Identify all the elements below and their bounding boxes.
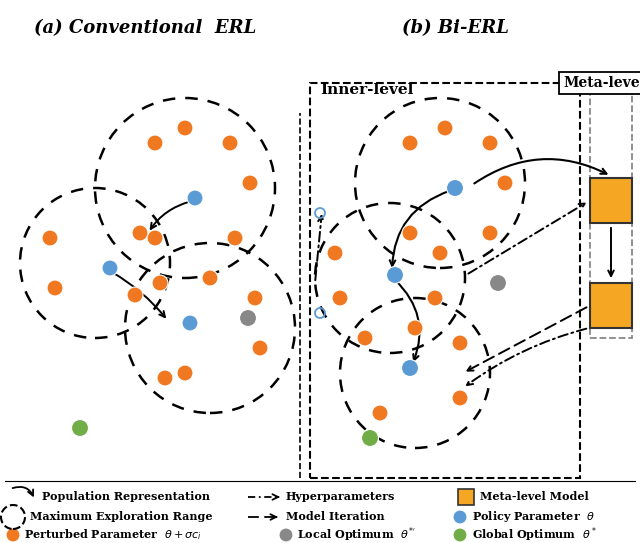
- Circle shape: [453, 510, 467, 524]
- Circle shape: [482, 225, 498, 241]
- Circle shape: [401, 359, 419, 376]
- Text: Local Optimum  $\theta^{*'}$: Local Optimum $\theta^{*'}$: [297, 526, 415, 543]
- Circle shape: [447, 180, 463, 197]
- Circle shape: [332, 290, 348, 306]
- Circle shape: [452, 390, 468, 406]
- Circle shape: [157, 370, 173, 386]
- Circle shape: [47, 280, 63, 296]
- Circle shape: [177, 365, 193, 381]
- Text: (a) Conventional  ERL: (a) Conventional ERL: [34, 19, 256, 37]
- Text: Global Optimum  $\theta^*$: Global Optimum $\theta^*$: [472, 526, 597, 543]
- Circle shape: [452, 335, 468, 351]
- Text: Model Iteration: Model Iteration: [286, 512, 385, 522]
- Text: Meta-level: Meta-level: [563, 76, 640, 90]
- Circle shape: [327, 245, 343, 261]
- Circle shape: [362, 430, 378, 446]
- Text: Hyperparameters: Hyperparameters: [286, 491, 396, 502]
- Circle shape: [127, 287, 143, 303]
- Text: Maximum Exploration Range: Maximum Exploration Range: [30, 512, 212, 522]
- Circle shape: [102, 260, 118, 276]
- Circle shape: [432, 245, 448, 261]
- Text: (b) Bi-ERL: (b) Bi-ERL: [401, 19, 508, 37]
- Circle shape: [453, 528, 467, 542]
- Text: Policy Parameter  $\theta$: Policy Parameter $\theta$: [472, 509, 595, 525]
- Circle shape: [147, 135, 163, 151]
- Circle shape: [42, 230, 58, 246]
- Circle shape: [132, 225, 148, 241]
- Circle shape: [152, 275, 168, 291]
- Circle shape: [6, 528, 20, 542]
- Circle shape: [252, 340, 268, 356]
- Circle shape: [177, 120, 193, 136]
- Text: Perturbed Parameter  $\theta + \sigma c_i$: Perturbed Parameter $\theta + \sigma c_i…: [24, 528, 202, 542]
- Circle shape: [147, 230, 163, 246]
- Circle shape: [72, 420, 88, 437]
- Circle shape: [202, 270, 218, 286]
- Circle shape: [222, 135, 238, 151]
- Circle shape: [227, 230, 243, 246]
- Circle shape: [187, 190, 203, 206]
- Circle shape: [402, 225, 418, 241]
- FancyBboxPatch shape: [458, 489, 474, 505]
- Circle shape: [182, 315, 198, 331]
- Circle shape: [247, 290, 263, 306]
- FancyBboxPatch shape: [590, 178, 632, 223]
- Circle shape: [482, 135, 498, 151]
- Circle shape: [427, 290, 443, 306]
- Circle shape: [490, 275, 506, 292]
- Circle shape: [407, 320, 423, 336]
- Circle shape: [357, 330, 373, 346]
- Text: Population Representation: Population Representation: [42, 491, 210, 502]
- Circle shape: [497, 175, 513, 191]
- Circle shape: [242, 175, 258, 191]
- Circle shape: [279, 528, 293, 542]
- Circle shape: [437, 120, 453, 136]
- FancyBboxPatch shape: [590, 283, 632, 328]
- Circle shape: [239, 310, 257, 326]
- Text: Meta-level Model: Meta-level Model: [480, 491, 589, 502]
- Circle shape: [402, 135, 418, 151]
- Text: Inner-level: Inner-level: [320, 83, 413, 97]
- Circle shape: [372, 405, 388, 421]
- Circle shape: [387, 267, 403, 283]
